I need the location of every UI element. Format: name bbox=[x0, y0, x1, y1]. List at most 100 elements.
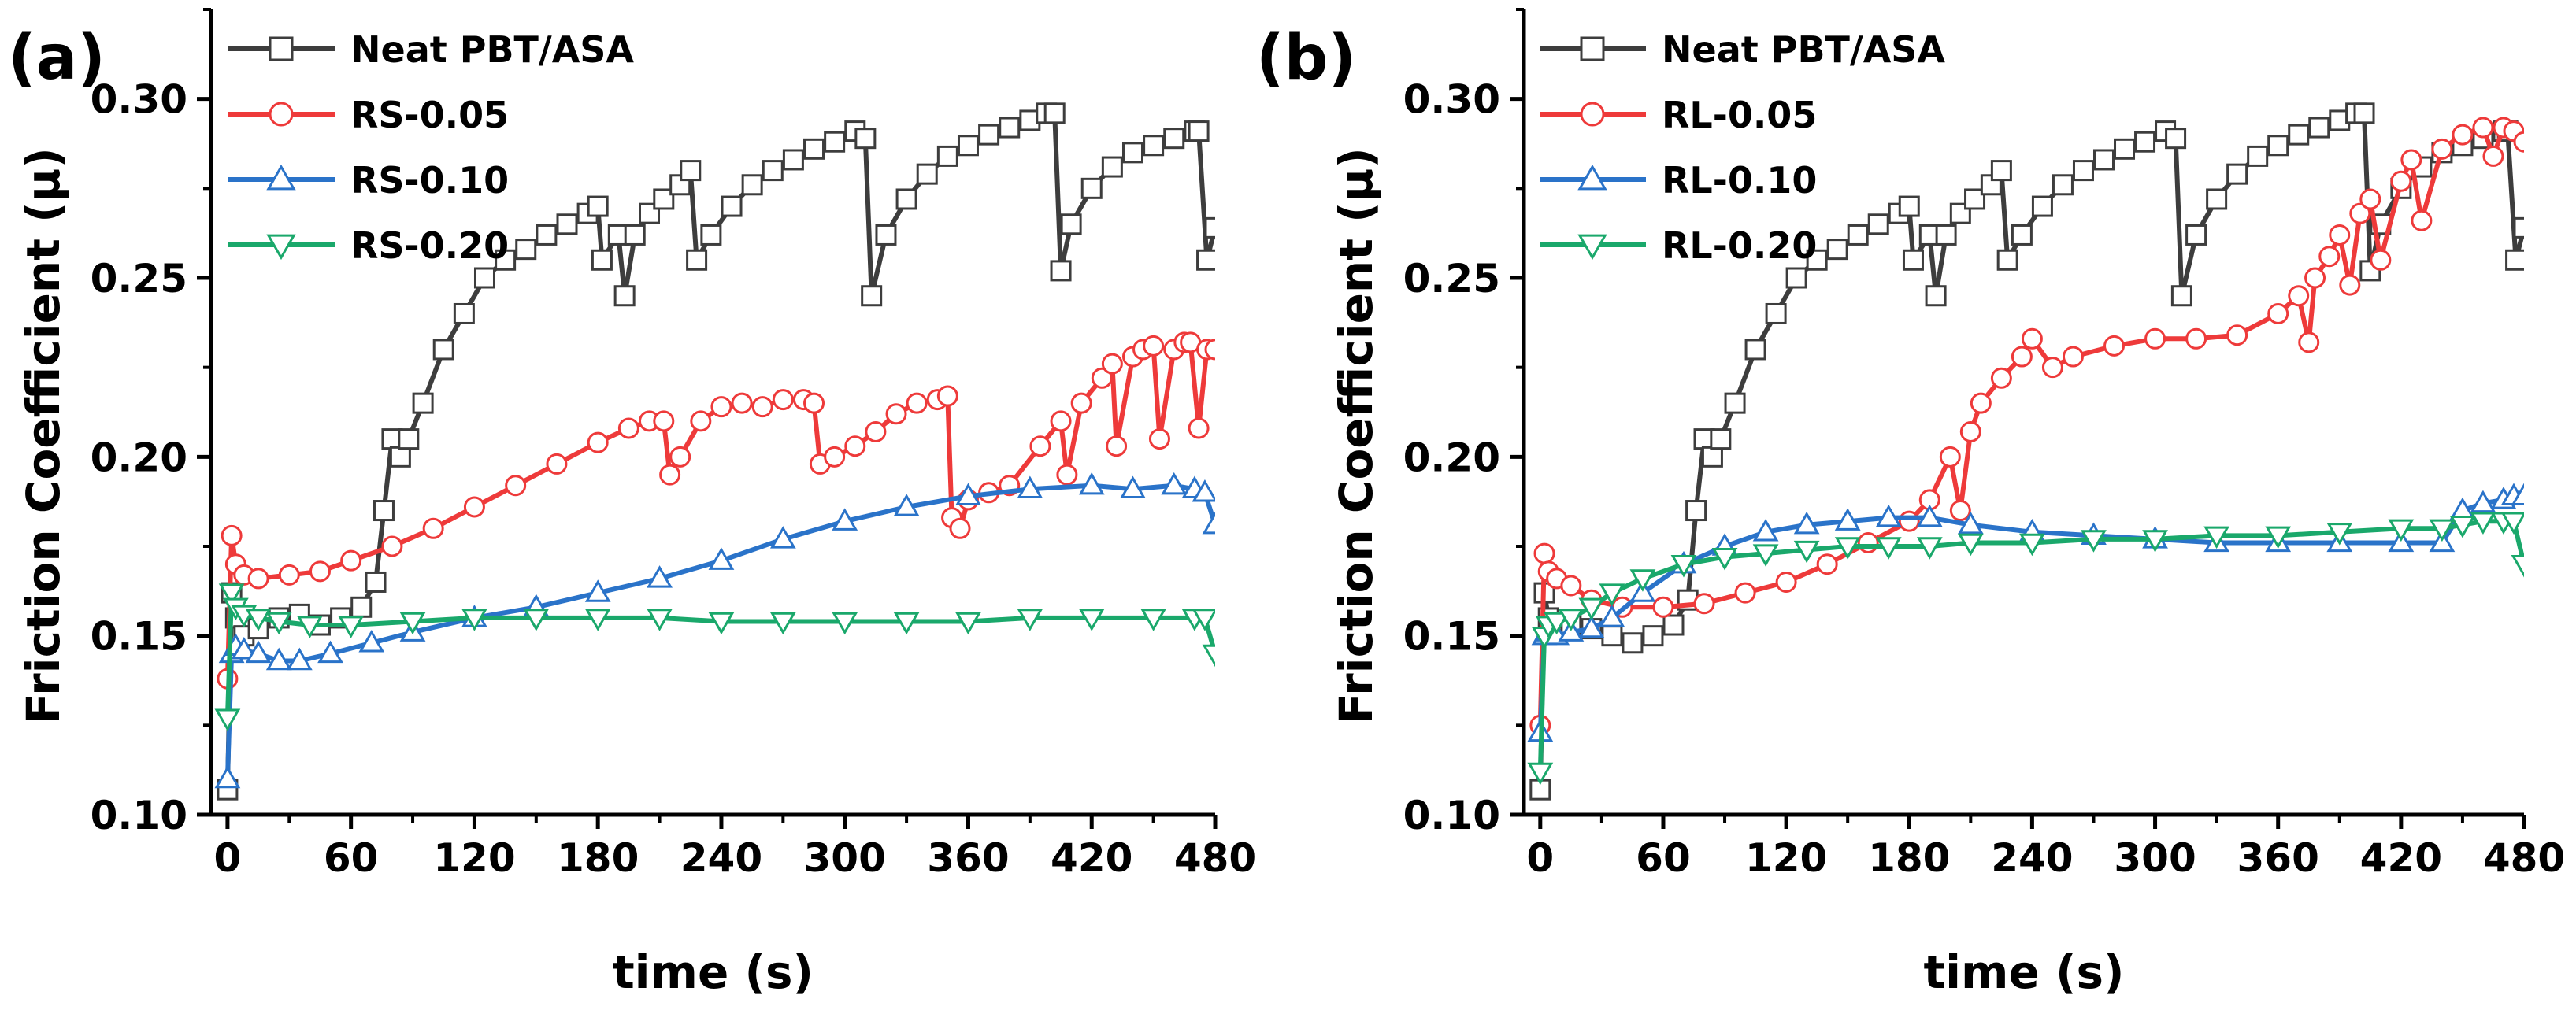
data-point bbox=[708, 547, 735, 570]
data-point bbox=[2513, 131, 2524, 153]
legend-entry: RS-0.05 bbox=[228, 94, 509, 136]
legend-entry: RL-0.10 bbox=[1540, 159, 1817, 202]
data-point bbox=[2298, 331, 2320, 353]
data-point bbox=[265, 647, 292, 671]
data-point bbox=[2226, 163, 2248, 185]
data-point bbox=[1533, 542, 1555, 564]
data-point bbox=[721, 195, 743, 217]
data-point bbox=[2326, 523, 2353, 546]
data-point bbox=[731, 392, 753, 414]
data-point bbox=[231, 637, 258, 660]
data-point bbox=[1188, 120, 1210, 142]
data-point bbox=[1724, 392, 1746, 414]
data-point bbox=[1898, 195, 1920, 217]
data-point bbox=[769, 526, 796, 549]
x-tick-label: 420 bbox=[1051, 835, 1132, 881]
data-point bbox=[1685, 500, 1707, 522]
x-tick-label: 180 bbox=[1868, 835, 1950, 881]
legend-entry: Neat PBT/ASA bbox=[1540, 28, 1945, 71]
x-tick-label: 240 bbox=[680, 835, 762, 881]
data-point bbox=[1806, 249, 1828, 271]
data-point bbox=[2019, 533, 2045, 557]
data-point bbox=[2388, 519, 2415, 542]
data-point bbox=[2400, 149, 2422, 171]
data-point bbox=[885, 403, 907, 425]
data-point bbox=[1652, 596, 1674, 618]
legend-marker bbox=[1577, 164, 1607, 191]
data-point bbox=[1642, 625, 1664, 647]
x-tick-label: 240 bbox=[1991, 835, 2073, 881]
y-tick-label: 0.30 bbox=[91, 77, 187, 123]
data-point bbox=[1785, 267, 1807, 289]
data-point bbox=[803, 138, 825, 160]
data-point bbox=[2288, 285, 2310, 307]
x-axis-title: time (s) bbox=[613, 945, 814, 999]
data-point bbox=[2041, 357, 2063, 379]
data-point bbox=[1017, 475, 1043, 498]
data-point bbox=[762, 160, 784, 182]
data-point bbox=[2308, 117, 2330, 139]
data-point bbox=[1204, 339, 1215, 361]
data-point bbox=[2505, 249, 2524, 271]
data-point bbox=[955, 483, 981, 506]
data-point bbox=[2304, 267, 2326, 289]
data-point bbox=[1143, 135, 1165, 157]
data-point bbox=[893, 612, 920, 635]
data-point bbox=[906, 392, 928, 414]
x-tick-label: 120 bbox=[1745, 835, 1827, 881]
panel-label: (a) bbox=[8, 23, 106, 94]
legend-marker bbox=[1577, 234, 1607, 261]
data-point bbox=[1990, 160, 2012, 182]
data-point bbox=[1629, 569, 1656, 592]
data-point bbox=[515, 239, 537, 261]
data-point bbox=[2288, 124, 2310, 146]
data-point bbox=[1765, 302, 1787, 324]
data-point bbox=[245, 640, 272, 664]
data-point bbox=[2449, 516, 2476, 538]
data-point bbox=[769, 612, 796, 635]
data-point bbox=[2031, 195, 2053, 217]
data-point bbox=[1017, 609, 1043, 631]
data-point bbox=[1990, 367, 2012, 389]
data-point bbox=[1875, 504, 1902, 527]
data-point bbox=[1826, 239, 1848, 261]
data-point bbox=[2500, 512, 2524, 535]
data-point bbox=[399, 612, 426, 635]
data-point bbox=[2226, 324, 2248, 346]
data-point bbox=[659, 464, 681, 486]
y-tick-label: 0.25 bbox=[1403, 256, 1500, 302]
data-point bbox=[1964, 188, 1986, 210]
data-point bbox=[1050, 410, 1072, 432]
data-point bbox=[1711, 547, 1738, 571]
data-point bbox=[1693, 593, 1715, 615]
legend-marker bbox=[1580, 102, 1605, 127]
data-point bbox=[844, 435, 866, 457]
legend-marker bbox=[1580, 36, 1605, 61]
data-point bbox=[317, 640, 343, 664]
data-point bbox=[700, 224, 722, 246]
data-point bbox=[1148, 428, 1170, 450]
data-point bbox=[1902, 249, 1924, 271]
data-point bbox=[832, 508, 858, 531]
data-point bbox=[1662, 614, 1685, 636]
data-point bbox=[1121, 142, 1143, 164]
data-point bbox=[1710, 428, 1732, 450]
legend-entry: Neat PBT/ASA bbox=[228, 28, 634, 71]
data-point bbox=[686, 249, 708, 271]
data-point bbox=[1204, 216, 1215, 239]
data-point bbox=[751, 396, 773, 418]
data-point bbox=[2470, 490, 2496, 513]
data-point bbox=[1847, 224, 1869, 246]
y-axis-title: Friction Coefficient (μ) bbox=[1329, 147, 1383, 724]
data-point bbox=[1867, 213, 1889, 235]
data-point bbox=[1601, 625, 1623, 647]
data-point bbox=[2349, 202, 2371, 224]
data-point bbox=[916, 163, 938, 185]
data-point bbox=[708, 612, 735, 635]
data-point bbox=[1939, 446, 1961, 468]
data-point bbox=[587, 195, 609, 217]
y-tick-label: 0.25 bbox=[91, 256, 187, 302]
data-point bbox=[2103, 335, 2126, 357]
data-point bbox=[617, 417, 639, 439]
